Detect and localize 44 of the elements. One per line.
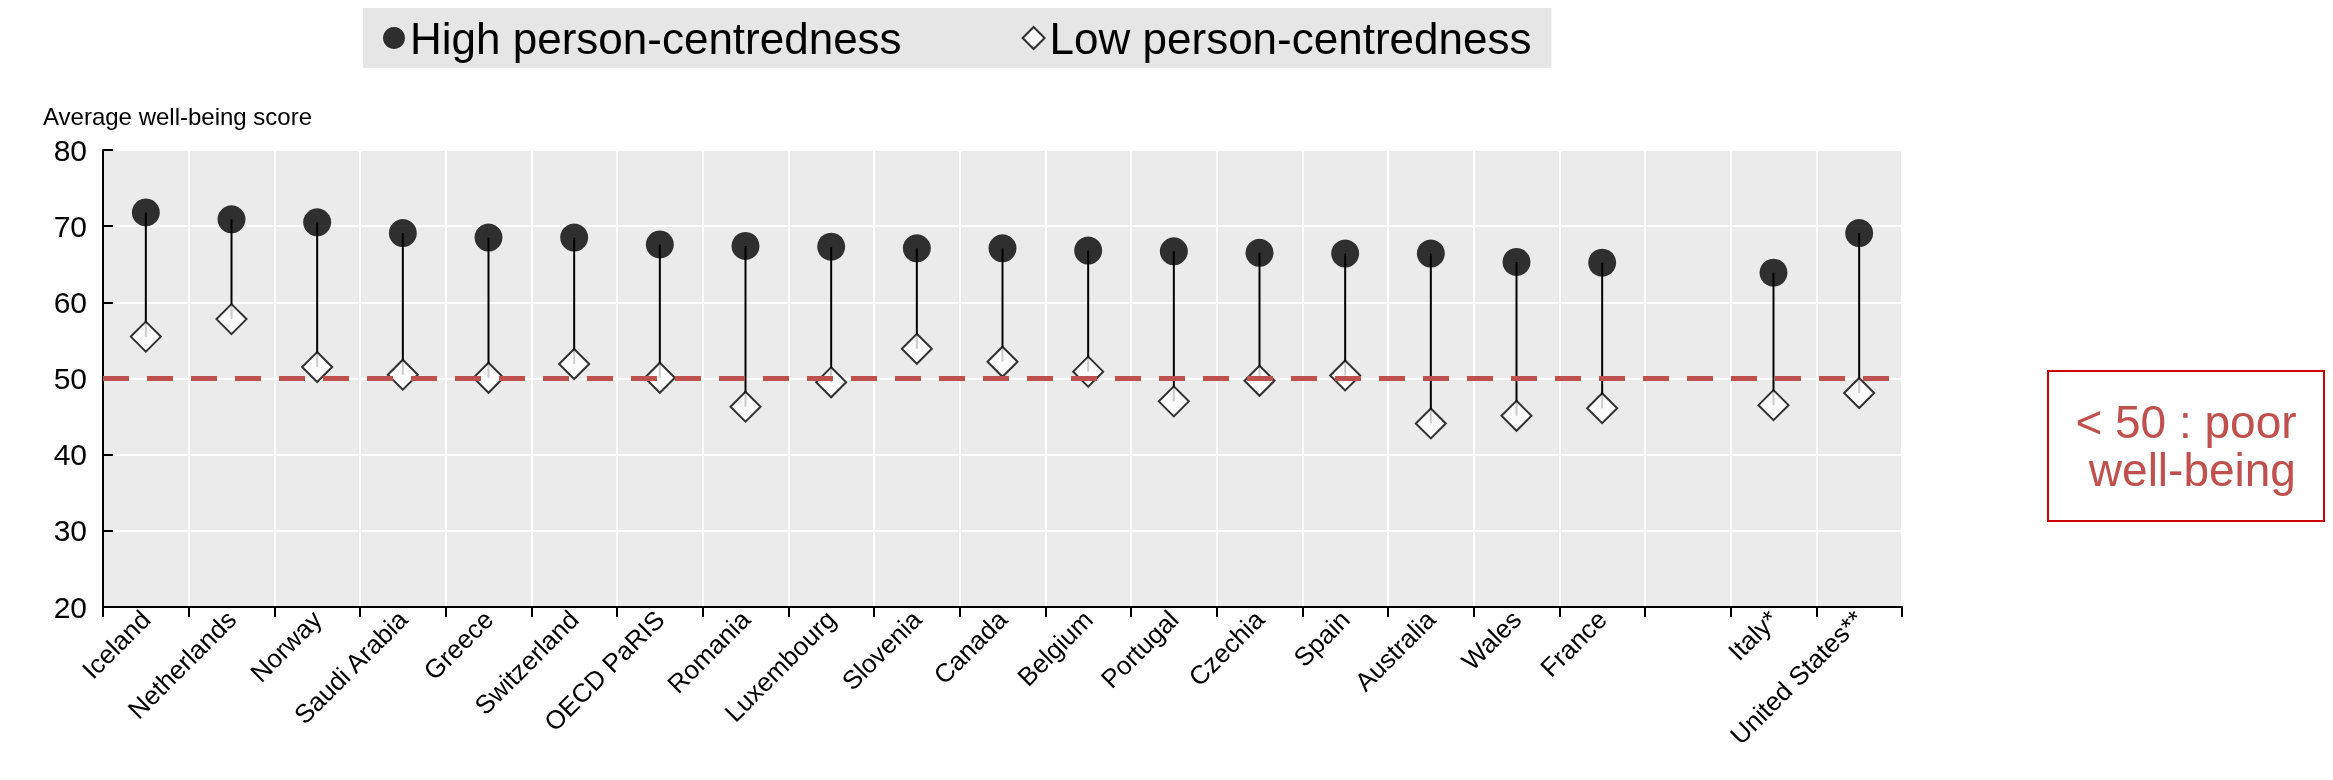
point <box>1843 376 1876 409</box>
point <box>303 208 332 237</box>
point <box>729 390 762 423</box>
point <box>1757 389 1790 422</box>
point <box>1159 237 1188 266</box>
point <box>388 219 417 248</box>
y-tick-label: 40 <box>53 438 87 472</box>
point <box>645 230 674 259</box>
point <box>1588 248 1617 277</box>
point <box>1845 219 1874 248</box>
point <box>1586 392 1619 425</box>
point <box>129 320 162 353</box>
point <box>817 232 846 261</box>
y-tick-label: 30 <box>53 514 87 548</box>
point <box>988 234 1017 263</box>
point <box>1500 399 1533 432</box>
y-tick-label: 50 <box>53 362 87 395</box>
point <box>215 303 248 336</box>
point <box>386 358 419 391</box>
y-tick-label: 70 <box>53 209 87 243</box>
point <box>301 351 334 384</box>
point <box>474 223 503 252</box>
point <box>1416 239 1445 268</box>
legend-label: High person-centredness <box>410 13 902 63</box>
point <box>217 205 246 234</box>
point <box>1157 385 1190 418</box>
point <box>900 332 933 365</box>
point <box>558 348 591 381</box>
y-tick-label: 80 <box>53 133 87 167</box>
point <box>560 223 589 252</box>
point <box>131 198 160 227</box>
point <box>1502 247 1531 276</box>
point <box>986 345 1019 378</box>
point <box>1414 407 1447 440</box>
ref-line-label: < 50 : poor well-being <box>2075 396 2297 496</box>
point <box>902 234 931 263</box>
point <box>1759 258 1788 287</box>
point <box>1074 236 1103 265</box>
point <box>1245 238 1274 267</box>
y-axis-title: Average well-being score <box>43 102 313 130</box>
point <box>1331 239 1360 268</box>
point <box>731 231 760 260</box>
y-tick-label: 60 <box>53 285 87 319</box>
legend-label: Low person-centredness <box>1049 13 1532 63</box>
